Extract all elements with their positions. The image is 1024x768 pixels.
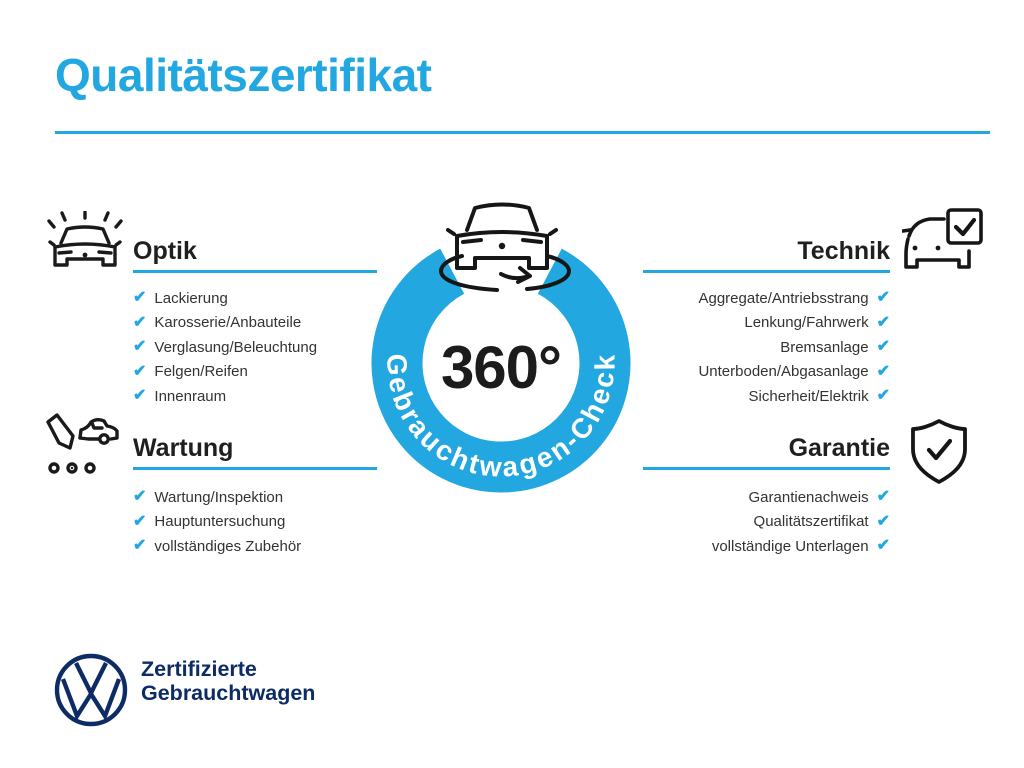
checklist-item: vollständige Unterlagen ✔	[560, 534, 890, 559]
checklist-technik: Aggregate/Antriebsstrang ✔ Lenkung/Fahrwe…	[560, 286, 890, 409]
item-label: Bremsanlage	[780, 338, 869, 356]
item-label: Qualitätszertifikat	[753, 513, 869, 531]
checklist-item: ✔ vollständiges Zubehör	[133, 534, 301, 559]
item-label: Aggregate/Antriebsstrang	[698, 289, 869, 307]
check-icon: ✔	[876, 488, 890, 506]
check-icon: ✔	[876, 537, 890, 555]
check-icon: ✔	[133, 289, 147, 307]
checklist-item: ✔ Karosserie/Anbauteile	[133, 311, 317, 336]
car-shine-icon	[47, 211, 123, 267]
section-rule-optik	[133, 270, 377, 273]
item-label: Karosserie/Anbauteile	[154, 314, 302, 332]
section-title-optik: Optik	[133, 237, 197, 265]
section-title-technik: Technik	[797, 237, 890, 265]
check-icon: ✔	[876, 338, 890, 356]
check-icon: ✔	[876, 289, 890, 307]
check-icon: ✔	[876, 362, 890, 380]
checklist-optik: ✔ Lackierung ✔ Karosserie/Anbauteile ✔ Verg…	[133, 286, 317, 409]
checklist-item: Unterboden/Abgasanlage ✔	[560, 360, 890, 385]
section-title-garantie: Garantie	[788, 434, 890, 462]
degrees-label: 360°	[441, 334, 561, 401]
checklist-item: Garantienachweis ✔	[560, 485, 890, 510]
checklist-item: ✔ Lackierung	[133, 286, 317, 311]
item-label: Wartung/Inspektion	[154, 488, 284, 506]
page-title: Qualitätszertifikat	[55, 49, 432, 101]
check-icon: ✔	[133, 537, 147, 555]
check-icon: ✔	[876, 387, 890, 405]
checklist-item: Lenkung/Fahrwerk ✔	[560, 311, 890, 336]
check-icon: ✔	[133, 387, 147, 405]
item-label: vollständige Unterlagen	[711, 537, 869, 555]
checklist-item: Sicherheit/Elektrik ✔	[560, 384, 890, 409]
section-rule-technik	[643, 270, 890, 273]
checklist-item: Aggregate/Antriebsstrang ✔	[560, 286, 890, 311]
check-icon: ✔	[133, 338, 147, 356]
car-360-rotation-icon	[439, 202, 571, 292]
item-label: Sicherheit/Elektrik	[748, 387, 869, 405]
brand-line1: Zertifizierte	[141, 657, 257, 681]
check-icon: ✔	[876, 512, 890, 530]
title-divider	[55, 131, 990, 134]
checklist-item: ✔ Hauptuntersuchung	[133, 510, 301, 535]
checklist-item: Bremsanlage ✔	[560, 335, 890, 360]
checklist-item: ✔ Innenraum	[133, 384, 317, 409]
item-label: Verglasung/Beleuchtung	[154, 338, 318, 356]
section-title-wartung: Wartung	[133, 434, 234, 462]
item-label: Innenraum	[154, 387, 227, 405]
service-checklist-icon	[46, 413, 119, 474]
check-icon: ✔	[876, 313, 890, 331]
section-rule-garantie	[643, 467, 890, 470]
check-icon: ✔	[133, 488, 147, 506]
checklist-item: ✔ Verglasung/Beleuchtung	[133, 335, 317, 360]
vw-logo	[54, 653, 128, 727]
center-badge: Gebrauchtwagen-Check 360°	[371, 202, 631, 493]
ring-shape	[371, 248, 631, 493]
brand-line2: Gebrauchtwagen	[141, 681, 316, 705]
car-checkbox-icon	[902, 208, 983, 269]
item-label: Felgen/Reifen	[154, 363, 248, 381]
checklist-item: ✔ Felgen/Reifen	[133, 360, 317, 385]
item-label: Lackierung	[154, 289, 228, 307]
check-icon: ✔	[133, 313, 147, 331]
item-label: Hauptuntersuchung	[154, 513, 286, 531]
checklist-item: ✔ Wartung/Inspektion	[133, 485, 301, 510]
section-rule-wartung	[133, 467, 377, 470]
item-label: vollständiges Zubehör	[154, 537, 302, 555]
item-label: Lenkung/Fahrwerk	[744, 314, 869, 332]
checklist-garantie: Garantienachweis ✔ Qualitätszertifikat ✔ v…	[560, 485, 890, 559]
checklist-wartung: ✔ Wartung/Inspektion ✔ Hauptuntersuchung ✔…	[133, 485, 301, 559]
item-label: Unterboden/Abgasanlage	[698, 363, 869, 381]
checklist-item: Qualitätszertifikat ✔	[560, 510, 890, 535]
shield-check-icon	[911, 419, 967, 484]
item-label: Garantienachweis	[748, 488, 869, 506]
brand-text: Zertifizierte Gebrauchtwagen	[141, 657, 315, 705]
check-icon: ✔	[133, 362, 147, 380]
check-icon: ✔	[133, 512, 147, 530]
